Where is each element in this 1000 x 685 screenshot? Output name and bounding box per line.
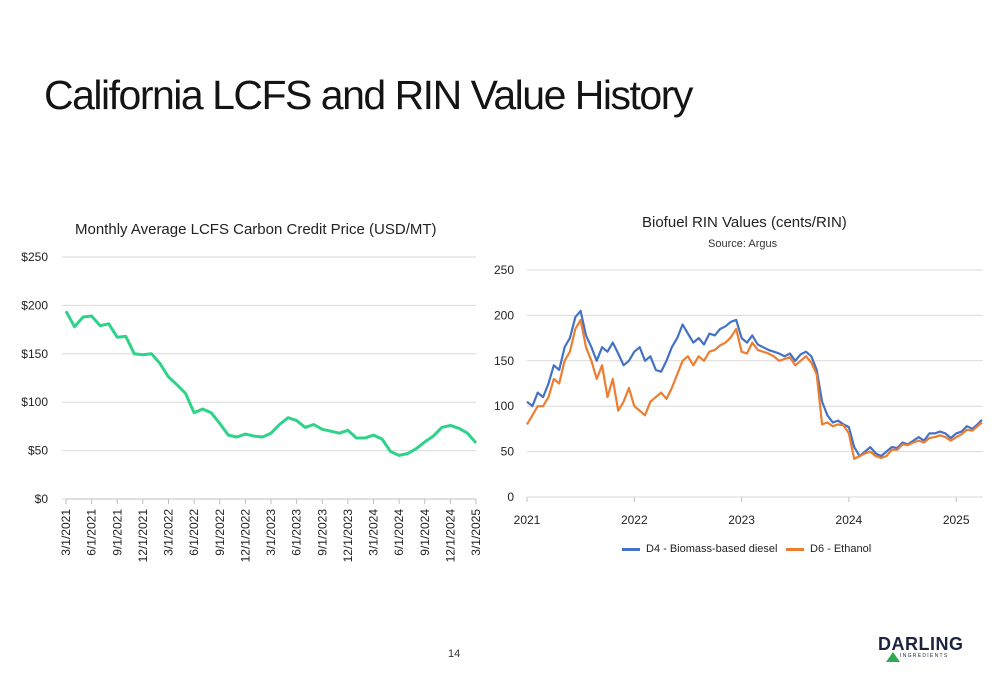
lcfs-x-tick-label: 12/1/2021 [136,509,150,563]
lcfs-chart-title: Monthly Average LCFS Carbon Credit Price… [75,221,437,238]
lcfs-y-tick-label: $100 [21,395,48,409]
rin-d4-line [526,309,983,458]
lcfs-x-tick-label: 12/1/2023 [341,509,355,563]
lcfs-x-tick-label: 6/1/2022 [187,509,201,556]
rin-x-tick-label: 2024 [836,513,863,527]
lcfs-y-tick-label: $250 [21,250,48,264]
legend-d4-label: D4 - Biomass-based diesel [646,543,778,555]
slide-title: California LCFS and RIN Value History [44,72,693,118]
logo-subtitle: INGREDIENTS [900,653,949,659]
darling-logo: DARLING INGREDIENTS [878,634,964,662]
rin-chart-subtitle: Source: Argus [708,238,778,250]
lcfs-y-tick-label: $150 [21,347,48,361]
page-number: 14 [448,648,461,660]
rin-d6-line [526,318,983,460]
logo-leaf-icon [886,652,900,662]
rin-y-tick-label: 50 [501,445,515,459]
lcfs-x-tick-label: 3/1/2022 [162,509,176,556]
lcfs-x-tick-label: 9/1/2023 [315,509,329,556]
legend-d6: D6 - Ethanol [786,543,871,555]
lcfs-x-tick-label: 3/1/2024 [367,509,381,556]
rin-x-tick-label: 2022 [621,513,648,527]
lcfs-x-tick-label: 9/1/2022 [213,509,227,556]
rin-x-tick-label: 2021 [514,513,541,527]
lcfs-x-tick-label: 9/1/2024 [418,509,432,556]
legend-d4-swatch [622,547,640,551]
rin-y-tick-label: 200 [494,308,514,322]
rin-x-tick-label: 2023 [728,513,755,527]
lcfs-price-line [64,310,478,457]
lcfs-x-tick-label: 12/1/2024 [443,509,457,563]
lcfs-x-tick-label: 3/1/2023 [264,509,278,556]
rin-y-tick-label: 0 [507,490,514,504]
rin-y-tick-label: 150 [494,354,514,368]
logo-wordmark: DARLING [878,634,964,654]
lcfs-y-tick-label: $50 [28,444,48,458]
rin-y-tick-label: 250 [494,263,514,277]
legend-d6-swatch [786,547,804,551]
lcfs-x-tick-label: 12/1/2022 [238,509,252,563]
lcfs-x-tick-label: 6/1/2023 [290,509,304,556]
lcfs-x-tick-label: 3/1/2021 [59,509,73,556]
lcfs-x-tick-label: 9/1/2021 [110,509,124,556]
legend-d4: D4 - Biomass-based diesel [622,543,777,555]
lcfs-y-tick-label: $200 [21,298,48,312]
lcfs-x-tick-label: 3/1/2025 [469,509,483,556]
lcfs-x-tick-label: 6/1/2024 [392,509,406,556]
rin-x-tick-label: 2025 [943,513,970,527]
lcfs-y-tick-label: $0 [35,492,49,506]
rin-chart-title: Biofuel RIN Values (cents/RIN) [642,214,847,231]
rin-y-tick-label: 100 [494,399,514,413]
legend-d6-label: D6 - Ethanol [810,543,872,555]
lcfs-x-tick-label: 6/1/2021 [85,509,99,556]
